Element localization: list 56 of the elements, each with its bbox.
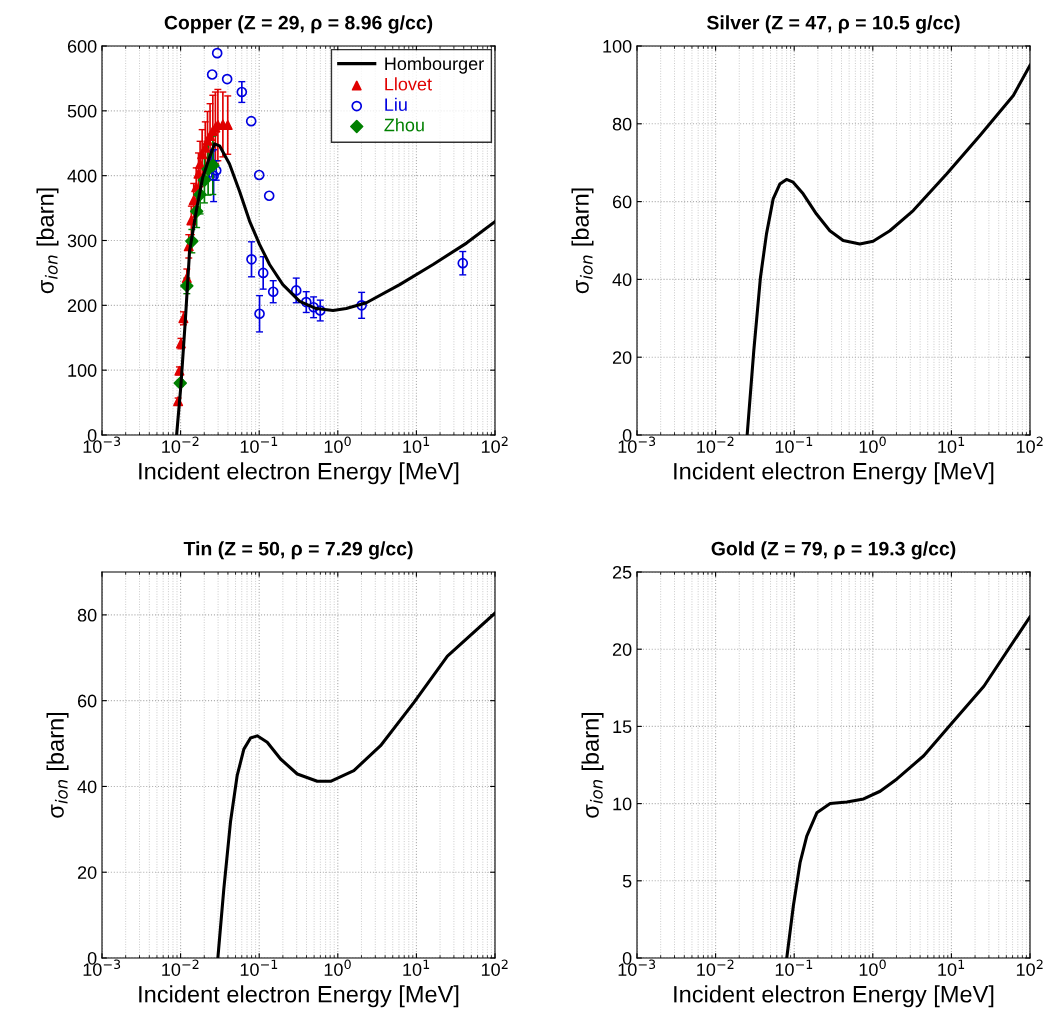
- x-tick-label: 10$^{1}$: [938, 959, 965, 976]
- legend-label: Zhou: [384, 118, 424, 132]
- y-tick-label: 500: [67, 104, 97, 118]
- y-tick-label: 60: [77, 694, 97, 708]
- chart-title: Silver (Z = 47, ρ = 10.5 g/cc): [707, 15, 960, 34]
- chart-title: Copper (Z = 29, ρ = 8.96 g/cc): [164, 15, 433, 34]
- y-tick-label: 5: [622, 874, 632, 888]
- y-tick-label: 40: [612, 273, 632, 287]
- y-tick-label: 80: [77, 608, 97, 622]
- y-tick-label: 200: [67, 299, 97, 313]
- y-axis-title: σ$_{ion}$ [barn]: [36, 188, 59, 294]
- y-axis-title: σ$_{ion}$ [barn]: [581, 712, 604, 818]
- y-tick-label: 25: [612, 565, 632, 579]
- x-tick-label: 10$^{0}$: [324, 436, 351, 453]
- x-tick-label: 10$^{1}$: [938, 436, 965, 453]
- x-tick-label: 10$^{−1}$: [240, 436, 278, 453]
- x-tick-label: 10$^{−2}$: [697, 436, 734, 453]
- x-tick-label: 10$^{−1}$: [775, 959, 813, 976]
- x-tick-label: 10$^{2}$: [481, 959, 508, 976]
- chart-title: Gold (Z = 79, ρ = 19.3 g/cc): [711, 541, 956, 560]
- legend-label: Hombourger: [385, 56, 484, 74]
- x-tick-label: 10$^{0}$: [324, 959, 351, 976]
- y-tick-label: 60: [612, 195, 632, 209]
- y-tick-label: 100: [68, 364, 97, 377]
- x-tick-label: 10$^{1}$: [403, 959, 430, 976]
- x-tick-label: 10$^{2}$: [1016, 959, 1043, 976]
- x-tick-label: 10$^{1}$: [403, 436, 430, 453]
- x-tick-label: 10$^{−2}$: [162, 959, 199, 976]
- x-tick-label: 10$^{−1}$: [240, 959, 278, 976]
- x-axis-title: Incident electron Energy [MeV]: [139, 985, 459, 1008]
- x-tick-label: 10$^{0}$: [859, 959, 886, 976]
- y-axis-title: σ$_{ion}$ [barn]: [46, 712, 69, 818]
- y-tick-label: 100: [603, 39, 632, 53]
- x-tick-label: 10$^{−2}$: [162, 436, 199, 453]
- x-tick-label: 10$^{0}$: [859, 436, 886, 453]
- legend-label: Llovet: [385, 77, 432, 91]
- chart-title: Tin (Z = 50, ρ = 7.29 g/cc): [183, 541, 413, 560]
- y-tick-label: 300: [67, 234, 97, 248]
- x-axis-title: Incident electron Energy [MeV]: [674, 462, 994, 485]
- x-tick-label: 10$^{−2}$: [697, 959, 734, 976]
- x-axis-title: Incident electron Energy [MeV]: [139, 462, 459, 485]
- y-tick-label: 20: [77, 866, 97, 879]
- x-tick-label: 10$^{2}$: [1016, 436, 1043, 453]
- y-tick-label: 10: [613, 797, 632, 811]
- x-axis-title: Incident electron Energy [MeV]: [674, 985, 994, 1008]
- y-tick-label: 20: [612, 351, 632, 364]
- y-tick-label: 20: [612, 643, 632, 656]
- y-tick-label: 15: [613, 720, 632, 734]
- y-axis-title: σ$_{ion}$ [barn]: [571, 188, 594, 294]
- y-tick-label: 600: [67, 39, 97, 53]
- y-tick-label: 80: [612, 117, 632, 131]
- legend-label: Liu: [385, 97, 407, 111]
- y-tick-label: 400: [67, 169, 97, 183]
- x-tick-label: 10$^{−1}$: [775, 436, 813, 453]
- x-tick-label: 10$^{2}$: [481, 436, 508, 453]
- y-tick-label: 40: [77, 780, 97, 794]
